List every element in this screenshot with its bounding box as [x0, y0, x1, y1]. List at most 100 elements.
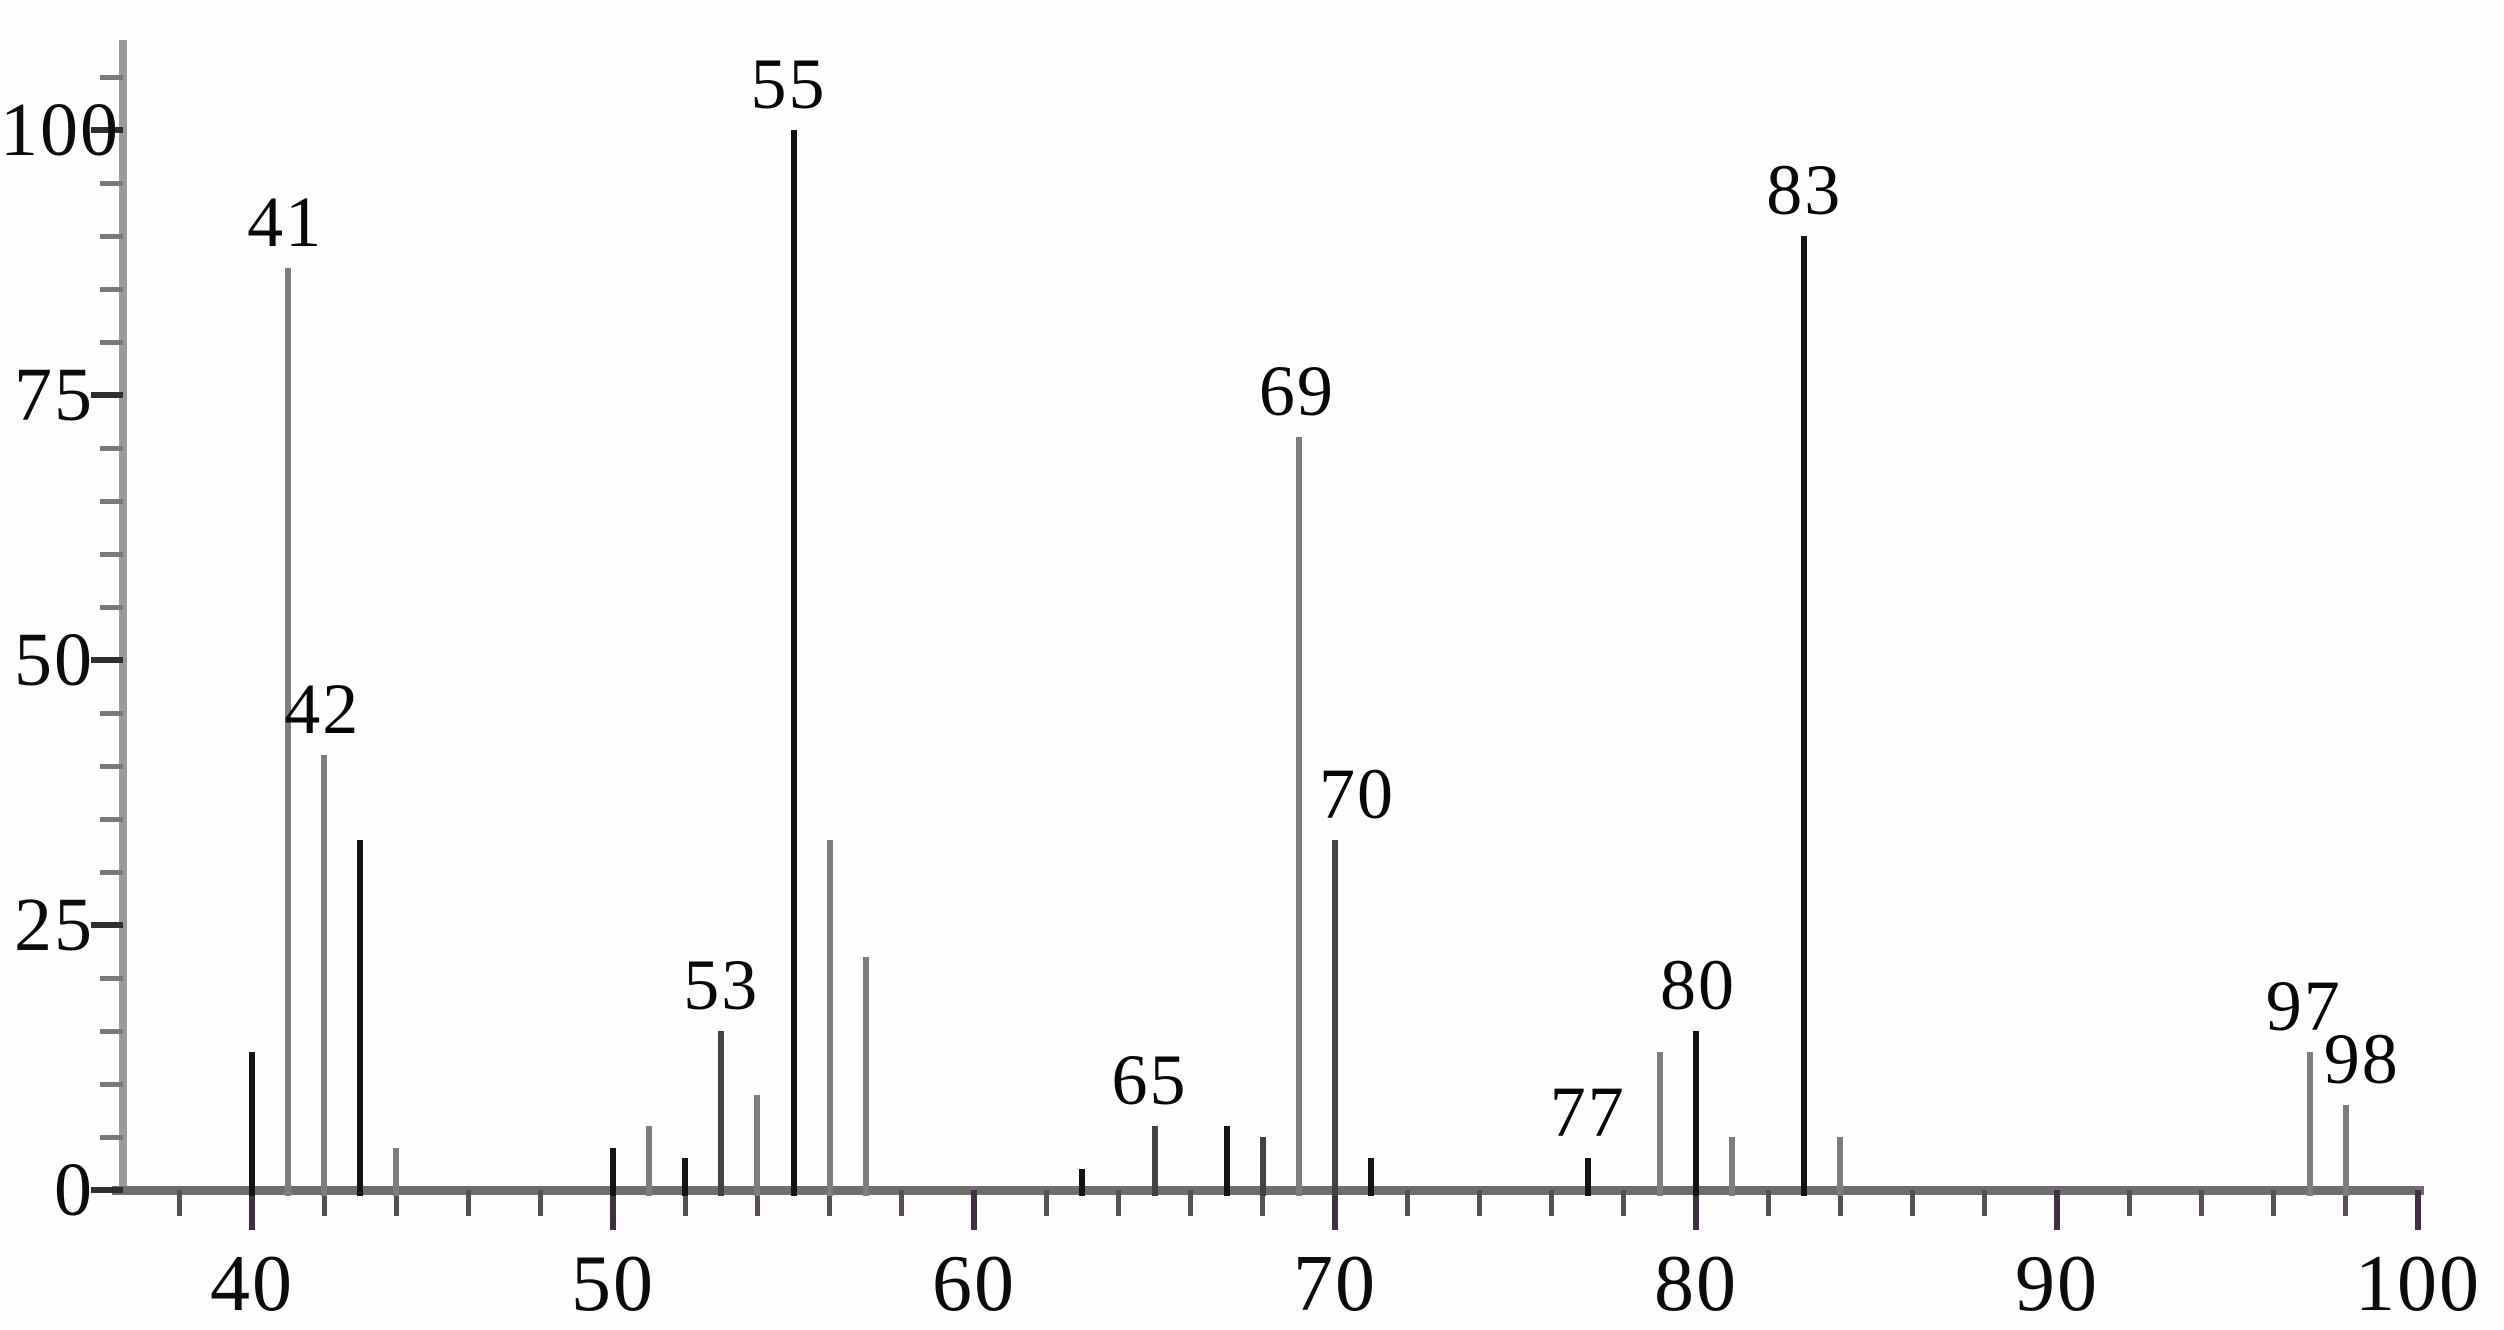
y-axis-minor-tick: [100, 710, 123, 716]
x-axis-major-tick: [249, 1190, 255, 1230]
y-axis-minor-tick: [100, 180, 123, 186]
peak-label-mz-70: 70: [1319, 754, 1395, 835]
peak-line-mz-51: [646, 1126, 653, 1196]
y-axis-tick-label: 25: [14, 883, 94, 967]
x-axis-minor-tick: [1476, 1190, 1482, 1216]
peak-label-mz-42: 42: [284, 669, 361, 750]
x-axis-minor-tick: [1837, 1190, 1843, 1216]
y-axis-minor-tick: [100, 551, 123, 557]
x-axis-minor-tick: [1260, 1190, 1266, 1216]
x-axis-minor-tick: [1043, 1190, 1049, 1216]
x-axis-tick-label: 90: [2015, 1240, 2099, 1328]
peak-line-mz-83: [1801, 236, 1808, 1196]
y-axis-minor-tick: [100, 975, 123, 981]
peak-label-mz-77: 77: [1549, 1072, 1626, 1153]
y-axis-minor-tick: [100, 498, 123, 504]
y-axis-tick-label: 0: [54, 1148, 94, 1232]
peak-line-mz-50: [610, 1147, 616, 1196]
peak-line-mz-70: [1332, 840, 1338, 1196]
x-axis-major-tick: [971, 1190, 977, 1230]
peak-line-mz-44: [393, 1147, 400, 1196]
peak-label-mz-83: 83: [1766, 150, 1843, 230]
peak-label-mz-97: 97: [2265, 966, 2342, 1047]
x-axis-tick-label: 100: [2355, 1240, 2481, 1328]
peak-line-mz-79: [1656, 1052, 1663, 1196]
y-axis-minor-tick: [100, 816, 123, 822]
peak-line-mz-71: [1368, 1158, 1375, 1196]
y-axis-line: [119, 40, 127, 1194]
peak-line-mz-67: [1223, 1126, 1230, 1196]
x-axis-minor-tick: [1115, 1190, 1121, 1216]
x-axis-minor-tick: [2198, 1190, 2204, 1216]
x-axis-minor-tick: [2343, 1190, 2349, 1216]
y-axis-minor-tick: [100, 763, 123, 769]
peak-label-mz-65: 65: [1111, 1040, 1188, 1121]
peak-line-mz-54: [754, 1094, 761, 1196]
x-axis-minor-tick: [1982, 1190, 1988, 1216]
x-axis-minor-tick: [1765, 1190, 1771, 1216]
peak-label-mz-41: 41: [247, 181, 324, 262]
x-axis-minor-tick: [682, 1190, 688, 1216]
y-axis-major-tick: [91, 922, 123, 928]
peak-line-mz-80: [1693, 1031, 1699, 1196]
x-axis-minor-tick: [1549, 1190, 1555, 1216]
x-axis-tick-label: 60: [932, 1240, 1016, 1328]
y-axis-tick-label: 100: [0, 88, 120, 172]
y-axis-minor-tick: [100, 74, 123, 80]
y-axis-major-tick: [91, 392, 123, 398]
y-axis-minor-tick: [100, 339, 123, 345]
x-axis-minor-tick: [827, 1190, 833, 1216]
x-axis-major-tick: [1332, 1190, 1338, 1230]
y-axis-minor-tick: [100, 1081, 123, 1087]
x-axis-minor-tick: [538, 1190, 544, 1216]
peak-line-mz-98: [2342, 1105, 2349, 1196]
peak-line-mz-68: [1259, 1137, 1266, 1196]
x-axis-minor-tick: [754, 1190, 760, 1216]
x-axis-minor-tick: [1910, 1190, 1916, 1216]
x-axis-minor-tick: [177, 1190, 183, 1216]
x-axis-tick-label: 70: [1293, 1240, 1377, 1328]
peak-line-mz-43: [357, 840, 364, 1196]
peak-line-mz-53: [718, 1031, 725, 1196]
peak-label-mz-69: 69: [1258, 351, 1335, 432]
x-axis-major-tick: [2415, 1190, 2421, 1230]
y-axis-minor-tick: [100, 1134, 123, 1140]
y-axis-minor-tick: [100, 286, 123, 292]
x-axis-minor-tick: [1188, 1190, 1194, 1216]
y-axis-tick-label: 75: [14, 353, 94, 437]
x-axis-minor-tick: [2271, 1190, 2277, 1216]
peak-label-mz-55: 55: [750, 44, 827, 124]
y-axis-major-tick: [91, 657, 123, 663]
peak-line-mz-84: [1837, 1137, 1844, 1196]
y-axis-minor-tick: [100, 604, 123, 610]
x-axis-minor-tick: [1404, 1190, 1410, 1216]
y-axis-major-tick: [91, 127, 123, 133]
peak-line-mz-40: [249, 1052, 255, 1196]
peak-line-mz-81: [1729, 1137, 1736, 1196]
peak-label-mz-53: 53: [683, 945, 760, 1025]
y-axis-minor-tick: [100, 869, 123, 875]
peak-line-mz-42: [321, 755, 328, 1196]
peak-line-mz-41: [285, 267, 292, 1196]
y-axis-major-tick: [91, 1187, 123, 1193]
peak-line-mz-56: [826, 840, 833, 1196]
peak-line-mz-63: [1079, 1168, 1086, 1196]
x-axis-tick-label: 50: [571, 1240, 655, 1328]
peak-label-mz-80: 80: [1660, 945, 1736, 1025]
x-axis-minor-tick: [899, 1190, 905, 1216]
y-axis-minor-tick: [100, 1028, 123, 1034]
peak-label-mz-98: 98: [2323, 1019, 2400, 1100]
peak-line-mz-69: [1295, 437, 1302, 1196]
x-axis-tick-label: 40: [210, 1240, 294, 1328]
x-axis-tick-label: 80: [1654, 1240, 1738, 1328]
x-axis-minor-tick: [1621, 1190, 1627, 1216]
y-axis-minor-tick: [100, 233, 123, 239]
x-axis-major-tick: [1693, 1190, 1699, 1230]
x-axis-line: [112, 1186, 2424, 1195]
peak-line-mz-57: [862, 956, 869, 1196]
peak-line-mz-52: [682, 1158, 689, 1196]
y-axis-tick-label: 50: [14, 618, 94, 702]
x-axis-major-tick: [610, 1190, 616, 1230]
peak-line-mz-55: [790, 130, 797, 1196]
